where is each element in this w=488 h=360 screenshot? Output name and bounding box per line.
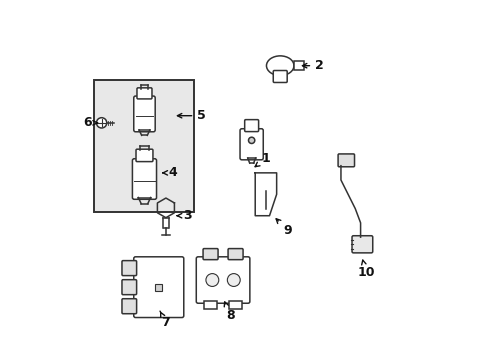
FancyBboxPatch shape (244, 120, 258, 132)
Text: 7: 7 (160, 311, 170, 329)
Ellipse shape (266, 56, 293, 76)
FancyBboxPatch shape (240, 129, 263, 160)
FancyBboxPatch shape (351, 236, 372, 253)
Circle shape (248, 137, 254, 144)
FancyBboxPatch shape (136, 149, 153, 162)
FancyBboxPatch shape (273, 71, 286, 82)
FancyBboxPatch shape (203, 249, 218, 260)
Bar (203, 301, 217, 309)
Text: 3: 3 (177, 209, 191, 222)
Circle shape (205, 274, 218, 287)
Bar (229, 301, 242, 309)
Circle shape (96, 118, 106, 128)
FancyBboxPatch shape (196, 257, 249, 303)
Circle shape (227, 274, 240, 287)
Text: 4: 4 (163, 166, 177, 179)
FancyBboxPatch shape (134, 257, 183, 318)
FancyBboxPatch shape (337, 154, 354, 167)
Text: 5: 5 (177, 109, 205, 122)
Polygon shape (255, 173, 276, 216)
Bar (293, 61, 303, 71)
Text: 2: 2 (302, 59, 323, 72)
Text: 10: 10 (356, 260, 374, 279)
FancyBboxPatch shape (122, 261, 136, 276)
Text: 1: 1 (255, 152, 270, 167)
Bar (94, 80, 194, 212)
Text: 6: 6 (83, 116, 98, 129)
FancyBboxPatch shape (137, 88, 152, 99)
Circle shape (262, 184, 269, 191)
FancyBboxPatch shape (122, 299, 136, 314)
FancyBboxPatch shape (132, 159, 156, 199)
FancyBboxPatch shape (134, 96, 155, 132)
FancyBboxPatch shape (227, 249, 243, 260)
Text: 9: 9 (276, 219, 291, 237)
FancyBboxPatch shape (122, 280, 136, 295)
Text: 8: 8 (224, 302, 234, 322)
Bar (155, 284, 162, 291)
